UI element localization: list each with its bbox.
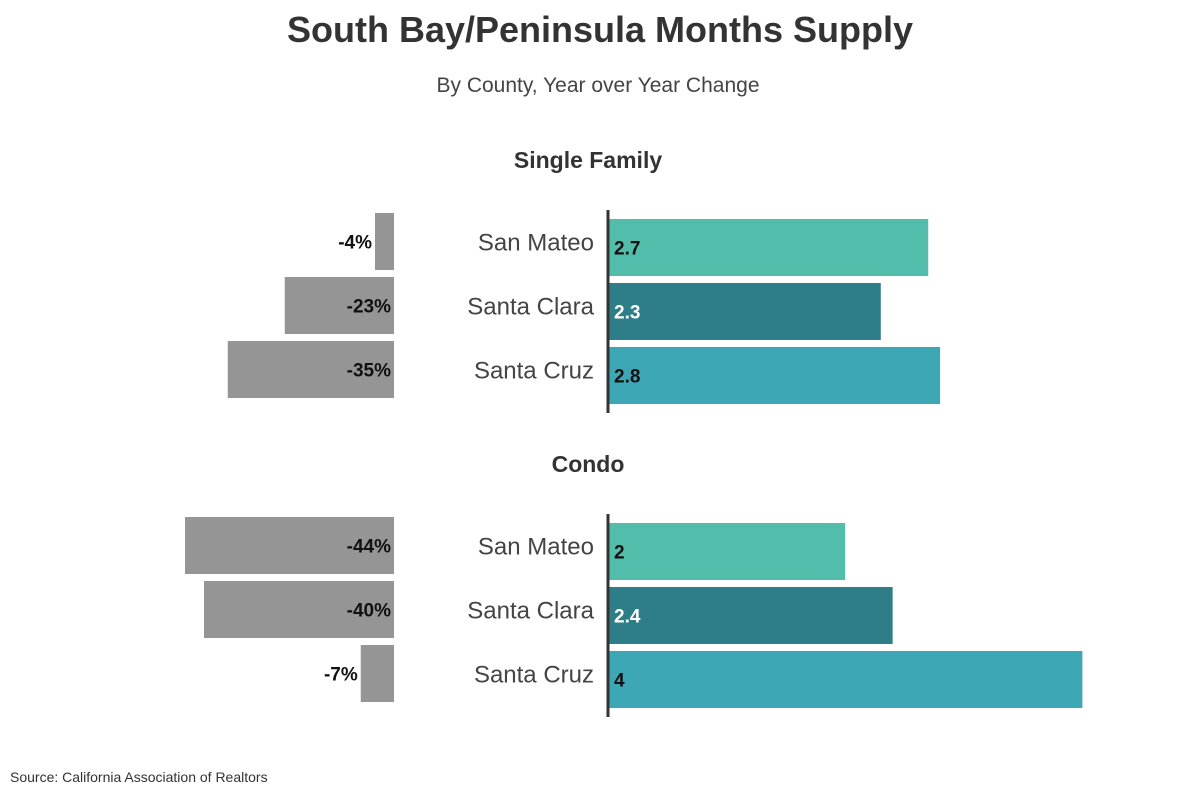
category-label-single-family-san-mateo: San Mateo bbox=[478, 230, 594, 257]
supply-label-condo-santa-cruz: 4 bbox=[614, 671, 625, 692]
supply-label-single-family-san-mateo: 2.7 bbox=[614, 239, 640, 260]
supply-bar-condo-san-mateo bbox=[608, 523, 846, 580]
change-label-single-family-santa-cruz: -35% bbox=[347, 361, 391, 382]
change-bar-condo-san-mateo bbox=[185, 517, 394, 574]
change-label-single-family-santa-clara: -23% bbox=[347, 297, 391, 318]
change-bar-single-family-santa-cruz bbox=[227, 341, 394, 398]
supply-label-single-family-santa-cruz: 2.8 bbox=[614, 367, 640, 388]
chart-panels: Single Family -4% San Mateo 2.7 -23% Santa Cl… bbox=[185, 147, 1083, 717]
change-bar-single-family-san-mateo bbox=[375, 213, 394, 270]
supply-bar-single-family-santa-cruz bbox=[608, 347, 941, 404]
supply-label-single-family-santa-clara: 2.3 bbox=[614, 303, 640, 324]
category-label-condo-santa-clara: Santa Clara bbox=[467, 598, 594, 625]
change-bar-condo-santa-cruz bbox=[360, 645, 394, 702]
supply-label-condo-san-mateo: 2 bbox=[614, 543, 625, 564]
change-label-condo-santa-clara: -40% bbox=[347, 601, 391, 622]
panel-title-condo: Condo bbox=[552, 451, 625, 477]
source-note: Source: California Association of Realto… bbox=[10, 769, 268, 785]
panel-title-single-family: Single Family bbox=[514, 147, 662, 173]
change-label-single-family-san-mateo: -4% bbox=[338, 233, 372, 254]
chart-title: South Bay/Peninsula Months Supply bbox=[287, 9, 913, 50]
change-bar-condo-santa-clara bbox=[204, 581, 394, 638]
change-bar-single-family-santa-clara bbox=[284, 277, 394, 334]
supply-bar-condo-santa-clara bbox=[608, 587, 893, 644]
supply-bar-condo-santa-cruz bbox=[608, 651, 1083, 708]
change-label-condo-santa-cruz: -7% bbox=[324, 665, 358, 686]
supply-bar-single-family-san-mateo bbox=[608, 219, 929, 276]
category-label-condo-san-mateo: San Mateo bbox=[478, 534, 594, 561]
change-label-condo-san-mateo: -44% bbox=[347, 537, 391, 558]
supply-label-condo-santa-clara: 2.4 bbox=[614, 607, 641, 628]
category-label-single-family-santa-clara: Santa Clara bbox=[467, 294, 594, 321]
supply-bar-single-family-santa-clara bbox=[608, 283, 881, 340]
category-label-condo-santa-cruz: Santa Cruz bbox=[474, 662, 594, 689]
chart-subtitle: By County, Year over Year Change bbox=[436, 74, 759, 97]
category-label-single-family-santa-cruz: Santa Cruz bbox=[474, 358, 594, 385]
